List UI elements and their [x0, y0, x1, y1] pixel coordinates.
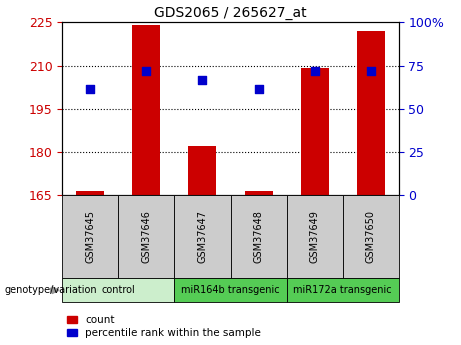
Text: genotype/variation: genotype/variation	[5, 285, 97, 295]
Point	[367, 69, 374, 74]
Text: miR164b transgenic: miR164b transgenic	[181, 285, 280, 295]
Point	[199, 77, 206, 83]
Point	[142, 69, 150, 74]
Text: GSM37647: GSM37647	[197, 210, 207, 263]
Bar	[132, 25, 160, 195]
Text: GSM37645: GSM37645	[85, 210, 95, 263]
Legend: count, percentile rank within the sample: count, percentile rank within the sample	[67, 315, 261, 338]
Point	[255, 86, 262, 91]
Title: GDS2065 / 265627_at: GDS2065 / 265627_at	[154, 6, 307, 20]
Text: GSM37648: GSM37648	[254, 210, 264, 263]
Bar	[76, 191, 104, 195]
Point	[87, 86, 94, 91]
Text: GSM37650: GSM37650	[366, 210, 376, 263]
Text: GSM37649: GSM37649	[310, 210, 319, 263]
Point	[311, 69, 318, 74]
Bar	[301, 68, 329, 195]
Bar	[189, 146, 217, 195]
Text: miR172a transgenic: miR172a transgenic	[293, 285, 392, 295]
Text: control: control	[101, 285, 135, 295]
Text: GSM37646: GSM37646	[142, 210, 151, 263]
Bar	[357, 31, 385, 195]
Bar	[244, 191, 272, 195]
